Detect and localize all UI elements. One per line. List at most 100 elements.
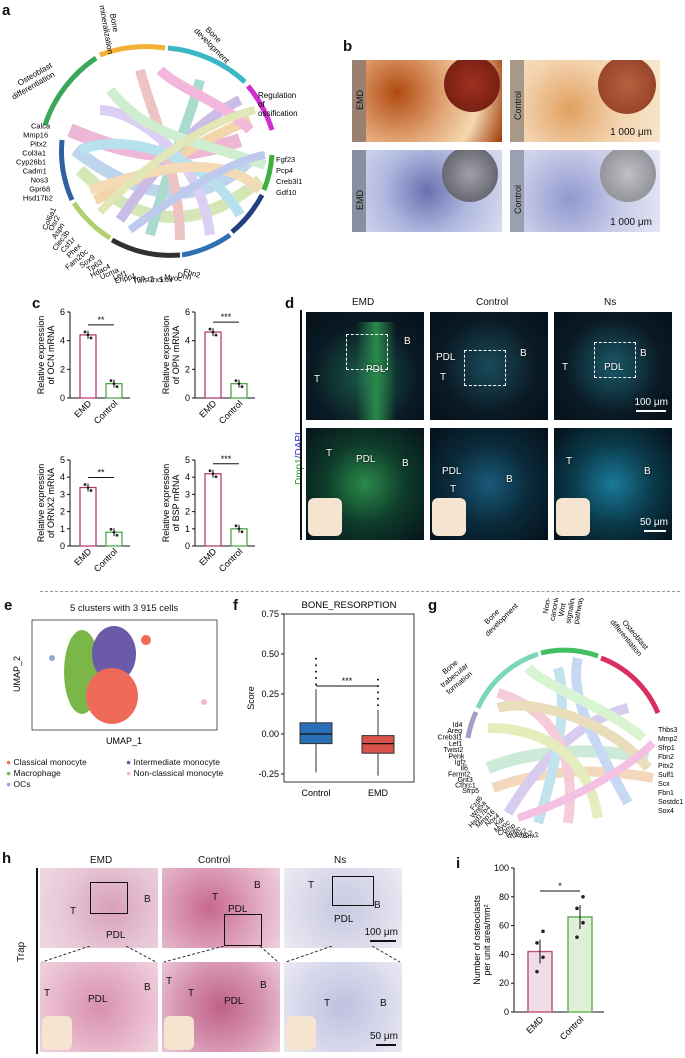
c-point — [234, 379, 238, 383]
f-ylabel: Score — [246, 686, 256, 710]
i-tick-label: 40 — [499, 949, 509, 959]
c-point — [214, 475, 218, 479]
section-divider — [40, 591, 680, 592]
g-gene-label: Sox2 — [522, 832, 539, 838]
i-bar-chart: 0 20 40 60 80 100 EMD Control * Number of osteocl… — [472, 863, 604, 1042]
chord-outer-arcs — [42, 44, 275, 131]
f-category-label: EMD — [368, 788, 389, 798]
a-cat-3: Osteoblastdifferentiation — [6, 60, 59, 101]
h-label-pdl: PDL — [224, 996, 244, 1007]
e-cluster-classical — [86, 668, 138, 724]
panel-label-a: a — [2, 2, 11, 19]
f-outlier — [315, 657, 317, 660]
f-box — [361, 735, 395, 754]
d-col-emd: EMD — [352, 297, 375, 308]
f-tick-label: 0.75 — [261, 609, 279, 619]
c-bar — [204, 331, 222, 399]
c-ylabel-1: Relative expression — [36, 464, 46, 543]
a-gene-label: Hsd17b2 — [23, 193, 53, 202]
tooth-icon — [286, 1016, 316, 1050]
d-col-ns: Ns — [604, 297, 617, 308]
g-chord-outer-arcs — [465, 647, 661, 739]
c-point — [83, 330, 87, 334]
tooth-icon — [42, 1016, 72, 1050]
c-tick-label: 0 — [60, 393, 65, 403]
c-point — [208, 327, 212, 331]
b-image-emd-blue: EMD — [352, 150, 502, 232]
i-tick-label: 100 — [494, 863, 509, 873]
h-zoom-box — [224, 914, 262, 946]
c-category-label: Control — [217, 546, 245, 574]
g-chord-ribbons — [485, 656, 656, 825]
c-category-label: EMD — [197, 546, 219, 568]
g-gene-label: Id4 — [453, 722, 463, 729]
f-outlier — [377, 678, 379, 681]
f-box-plot: BONE_RESORPTION -0.25 0.00 0.25 0.50 0.75 Cont… — [246, 600, 415, 798]
e-cluster-ocs — [49, 655, 55, 661]
a-cat-2: Regulation of ossification — [258, 91, 298, 118]
c-ylabel-1: Relative expression — [161, 316, 171, 395]
g-gene-label: Runx2 — [506, 828, 527, 838]
d-scale-top: 100 μm — [634, 397, 668, 408]
d-image-ns-top: T PDL B 100 μm — [554, 312, 672, 420]
a-gene-label: Myoc — [164, 272, 183, 283]
a-gene-label: Col3a1 — [22, 148, 46, 157]
c-category-label: EMD — [72, 546, 94, 568]
b-image-control-blue: Control 1 000 μm — [510, 150, 660, 232]
d-label-t: T — [566, 456, 573, 467]
i-category-label: EMD — [524, 1014, 546, 1036]
h-scale-bar-top — [370, 940, 396, 942]
a-gene-label: Dhh — [177, 270, 192, 281]
c-ylabel-2: of OCN mRNA — [46, 325, 56, 384]
panel-label-e: e — [4, 597, 13, 614]
c-tick-label: 4 — [185, 336, 190, 346]
e-xlabel: UMAP_1 — [106, 736, 142, 746]
c-category-label: Control — [92, 546, 120, 574]
a-gene-label: Twist2 — [132, 274, 154, 285]
panel-label-h: h — [2, 850, 12, 867]
h-label-b: B — [254, 880, 261, 891]
panel-label-g: g — [428, 597, 438, 614]
d-image-ns-bottom: T B 50 μm — [554, 428, 672, 540]
c-tick-label: 1 — [60, 524, 65, 534]
c-tick-label: 0 — [185, 541, 190, 551]
h-divider-line — [36, 868, 38, 1054]
c-point — [234, 524, 238, 528]
h-label-t: T — [324, 998, 331, 1009]
c-point — [89, 336, 93, 340]
i-ylabel-1: Number of osteoclasts — [472, 895, 482, 985]
c-tick-label: 2 — [185, 364, 190, 374]
d-col-control: Control — [476, 297, 509, 308]
d-label-pdl: PDL — [356, 454, 376, 465]
panel-label-d: d — [285, 295, 295, 312]
i-tick-label: 80 — [499, 892, 509, 902]
h-scale-bottom: 50 μm — [370, 1031, 398, 1042]
c-tick-label: 3 — [185, 489, 190, 499]
c-point — [237, 382, 241, 386]
g-gene-label: Sox4 — [658, 808, 674, 815]
f-outlier — [377, 704, 379, 707]
d-label-t: T — [440, 372, 447, 383]
g-gene-label: Sfrp1 — [658, 745, 675, 752]
e-legend-2: Macrophage — [13, 768, 61, 778]
c-category-label: Control — [217, 398, 245, 426]
b-image-emd-red: EMD — [352, 60, 502, 142]
a-gene-label: Cadm1 — [23, 167, 47, 176]
tooth-icon — [164, 1016, 194, 1050]
h-label-b: B — [374, 900, 381, 911]
c-point — [115, 385, 119, 389]
c-category-label: EMD — [72, 398, 94, 420]
i-tick-label: 20 — [499, 978, 509, 988]
c-point — [214, 333, 218, 337]
g-gene-label: Areg — [447, 728, 462, 735]
h-image-control-bottom: T T PDL B — [162, 962, 280, 1052]
d-scale-bottom: 50 μm — [640, 517, 668, 528]
chord-diagram-g: Bonedevelopment Non-canonicalWntsignalin… — [438, 598, 684, 838]
i-point — [575, 935, 579, 939]
c-sig-label: ** — [97, 315, 105, 325]
g-gene-label: Sfrp2 — [516, 830, 534, 838]
f-outlier — [377, 691, 379, 694]
f-category-label: Control — [301, 788, 330, 798]
i-ylabel-2: per unit area/mm² — [482, 904, 492, 975]
c-point — [109, 379, 113, 383]
